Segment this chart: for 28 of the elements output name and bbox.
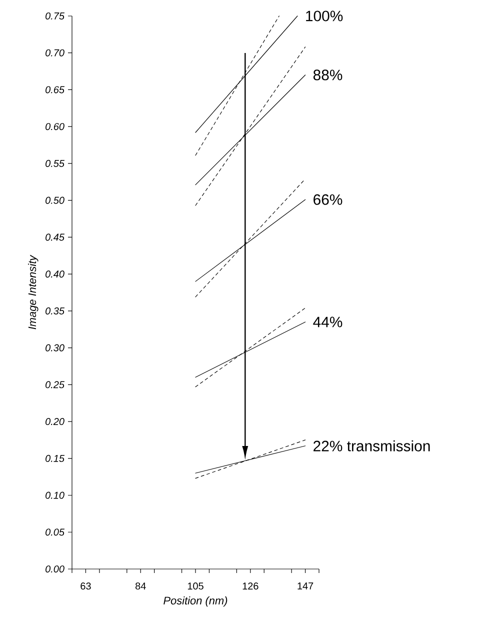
y-tick-label: 0.15 — [46, 454, 64, 462]
series-label: 88% — [313, 70, 342, 80]
y-tick-label: 0.55 — [46, 160, 64, 167]
y-tick-label: 0.30 — [46, 344, 64, 352]
y-tick-label: 0.25 — [46, 381, 64, 388]
x-tick-label: 126 — [242, 582, 258, 590]
y-tick-label: 0.10 — [46, 492, 64, 499]
y-tick-label: 0.45 — [46, 234, 64, 241]
y-tick-label: 0.75 — [46, 12, 64, 20]
y-tick-label: 0.65 — [46, 86, 64, 94]
series-label: 44% — [313, 316, 342, 328]
series-label: 66% — [314, 194, 342, 205]
series-label: 100% — [306, 10, 343, 22]
y-axis-title: Image Intensity — [28, 254, 38, 330]
y-tick-label: 0.20 — [46, 418, 64, 426]
y-tick-label: 0.05 — [46, 528, 64, 536]
y-tick-label: 0.00 — [46, 565, 64, 573]
x-axis-title: Position (nm) — [164, 596, 228, 607]
x-tick-label: 105 — [188, 582, 204, 590]
y-tick-label: 0.60 — [46, 123, 64, 130]
y-tick-label: 0.70 — [46, 49, 64, 56]
y-tick-label: 0.35 — [46, 307, 64, 314]
series-label: 22% transmission — [314, 440, 430, 452]
y-tick-label: 0.50 — [46, 196, 64, 204]
x-tick-label: 63 — [80, 582, 91, 590]
x-tick-label: 84 — [136, 582, 146, 590]
y-tick-label: 0.40 — [46, 270, 64, 278]
x-tick-label: 147 — [298, 582, 314, 590]
